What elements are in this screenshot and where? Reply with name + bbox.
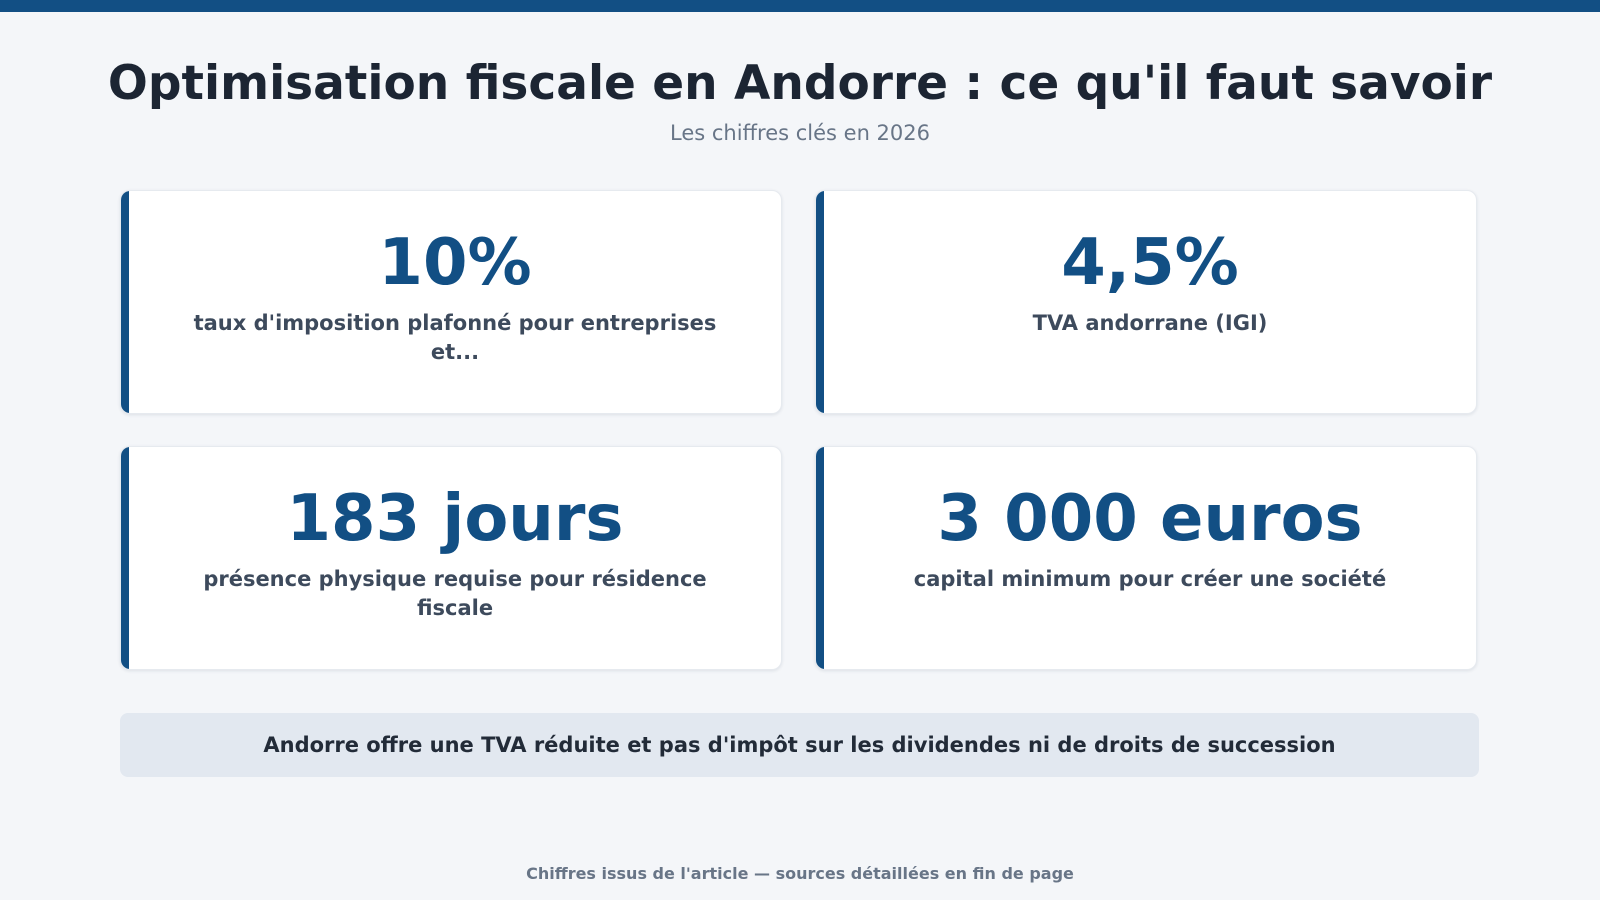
stat-label: capital minimum pour créer une société <box>913 567 1387 591</box>
page-subtitle: Les chiffres clés en 2026 <box>670 121 930 145</box>
stat-card-residence-days: 183 jours présence physique requise pour… <box>120 446 782 670</box>
stat-value: 3 000 euros <box>937 482 1363 556</box>
card-accent-bar <box>816 191 824 413</box>
card-accent-bar <box>816 447 824 669</box>
stat-label: présence physique requise pour résidence… <box>203 567 707 620</box>
page-title: Optimisation fiscale en Andorre : ce qu'… <box>107 56 1493 111</box>
stat-card-vat: 4,5% TVA andorrane (IGI) <box>815 190 1477 414</box>
top-accent-bar <box>0 0 1600 12</box>
stat-value: 10% <box>378 226 532 300</box>
key-takeaway-banner: Andorre offre une TVA réduite et pas d'i… <box>120 713 1479 777</box>
footer-source-note: Chiffres issus de l'article — sources dé… <box>526 864 1074 883</box>
stat-value: 183 jours <box>286 482 624 556</box>
stat-label: TVA andorrane (IGI) <box>1032 311 1268 335</box>
stat-value: 4,5% <box>1061 226 1239 300</box>
stat-card-tax-rate: 10% taux d'imposition plafonné pour entr… <box>120 190 782 414</box>
stat-card-min-capital: 3 000 euros capital minimum pour créer u… <box>815 446 1477 670</box>
card-accent-bar <box>121 191 129 413</box>
card-accent-bar <box>121 447 129 669</box>
stat-label: taux d'imposition plafonné pour entrepri… <box>193 311 717 364</box>
